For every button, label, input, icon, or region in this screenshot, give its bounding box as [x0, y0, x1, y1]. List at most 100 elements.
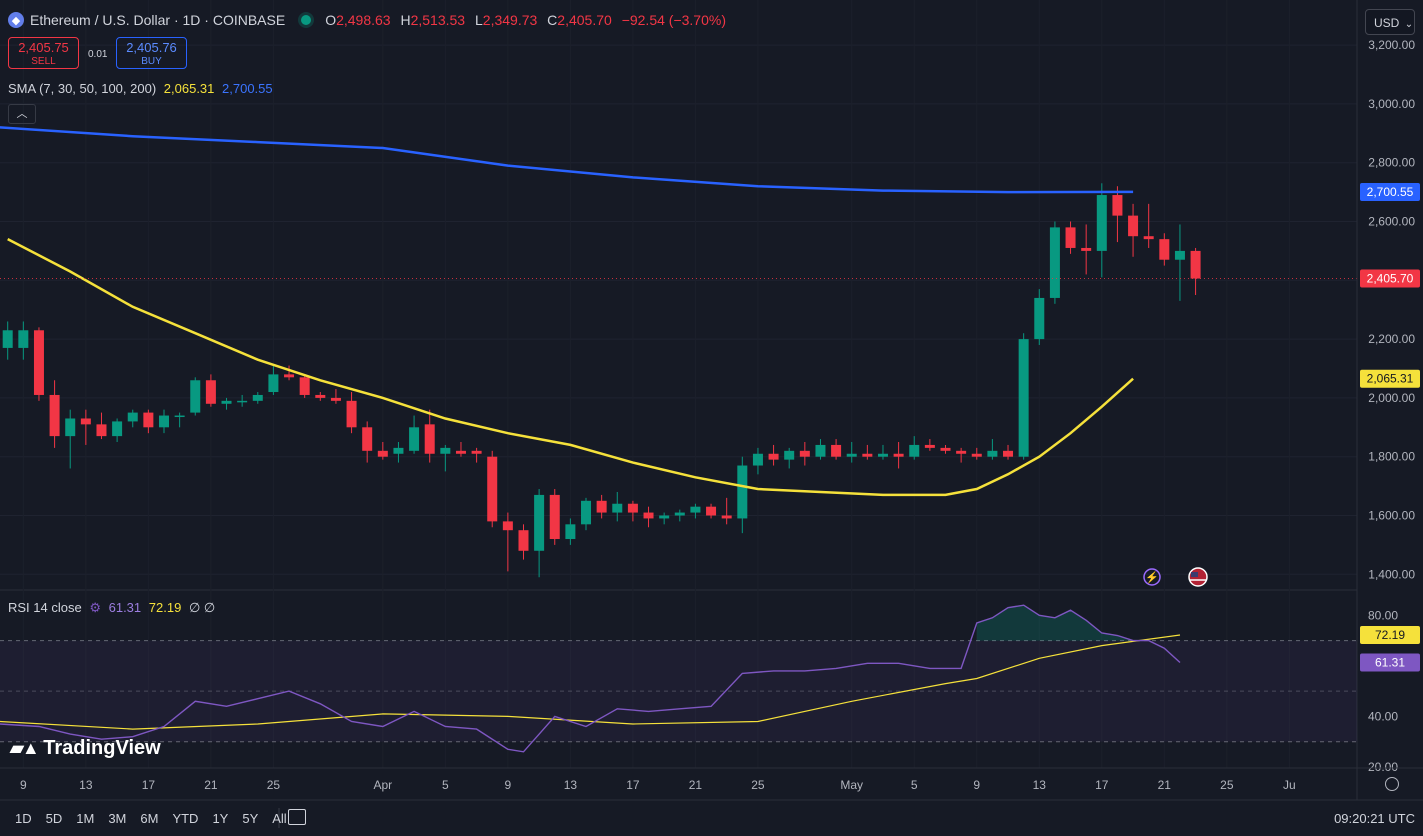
candle[interactable]: [1159, 233, 1170, 266]
rsi-legend[interactable]: RSI 14 close ⚙ 61.31 72.19 ∅ ∅: [8, 600, 215, 616]
candle[interactable]: [799, 442, 810, 466]
price-axis[interactable]: 1,400.00 1,600.00 1,800.00 2,000.00 2,200.00…: [1356, 0, 1423, 800]
candle[interactable]: [315, 392, 326, 401]
candle[interactable]: [1174, 224, 1185, 301]
candle[interactable]: [846, 442, 857, 463]
sma-fast-line[interactable]: [7, 237, 1134, 497]
market-status-icon[interactable]: [301, 15, 312, 25]
candle[interactable]: [174, 412, 185, 428]
candle[interactable]: [487, 450, 498, 528]
time-axis[interactable]: 9 13 17 21 25 Apr 5 9 13 17 21 25 May 5 9 13 17 21 25 Ju: [0, 767, 1423, 828]
timeframe-5y[interactable]: 5Y: [242, 811, 259, 826]
lightning-event-icon[interactable]: ⚡: [1143, 568, 1161, 586]
candle[interactable]: [643, 506, 654, 528]
candle[interactable]: [33, 327, 44, 401]
candle[interactable]: [252, 392, 263, 404]
candle[interactable]: [1049, 221, 1060, 304]
candle[interactable]: [284, 365, 295, 381]
candle[interactable]: [956, 447, 967, 463]
currency-select[interactable]: USD ⌄: [1365, 9, 1415, 35]
timeframe-all[interactable]: All: [272, 811, 287, 826]
candle[interactable]: [862, 444, 873, 460]
tradingview-logo[interactable]: ▰▲ TradingView: [10, 737, 161, 759]
candle[interactable]: [2, 321, 13, 360]
candle[interactable]: [65, 409, 76, 469]
candle[interactable]: [987, 439, 998, 460]
calendar-icon[interactable]: [288, 809, 306, 825]
candle[interactable]: [502, 512, 513, 572]
candle[interactable]: [940, 444, 951, 454]
candle[interactable]: [362, 421, 373, 463]
sma-slow-line[interactable]: [0, 126, 1134, 194]
collapse-legend-button[interactable]: ︿: [8, 104, 36, 124]
candle[interactable]: [815, 439, 826, 460]
candle[interactable]: [752, 447, 763, 475]
candle[interactable]: [1190, 247, 1201, 295]
candle[interactable]: [1128, 203, 1139, 257]
candle[interactable]: [49, 380, 60, 448]
candle[interactable]: [1081, 224, 1092, 275]
candle[interactable]: [581, 497, 592, 531]
candle[interactable]: [893, 442, 904, 469]
candle[interactable]: [190, 377, 201, 416]
candle[interactable]: [346, 392, 357, 434]
candle[interactable]: [1018, 333, 1029, 460]
candle[interactable]: [112, 418, 123, 442]
candle[interactable]: [534, 489, 545, 578]
candle[interactable]: [1143, 203, 1154, 248]
timeframe-5d[interactable]: 5D: [45, 811, 63, 826]
candle[interactable]: [377, 442, 388, 460]
candle[interactable]: [127, 409, 138, 428]
buy-button[interactable]: 2,405.76 BUY: [116, 37, 187, 69]
candle[interactable]: [1003, 444, 1014, 460]
candle[interactable]: [674, 509, 685, 522]
candle[interactable]: [330, 389, 341, 404]
candle[interactable]: [1112, 186, 1123, 243]
candle[interactable]: [721, 497, 732, 525]
candle[interactable]: [143, 409, 154, 434]
candle[interactable]: [659, 512, 670, 525]
us-flag-event-icon[interactable]: [1188, 567, 1208, 587]
rsi-line[interactable]: [0, 604, 1181, 753]
candle[interactable]: [971, 447, 982, 460]
candle[interactable]: [221, 397, 232, 410]
candle[interactable]: [690, 503, 701, 519]
candle[interactable]: [831, 439, 842, 460]
candle[interactable]: [706, 503, 717, 519]
candle[interactable]: [471, 447, 482, 463]
candle[interactable]: [1096, 183, 1107, 278]
candle[interactable]: [237, 394, 248, 407]
timeframe-ytd[interactable]: YTD: [172, 811, 199, 826]
candle[interactable]: [768, 444, 779, 466]
candle[interactable]: [549, 489, 560, 545]
timeframe-1d[interactable]: 1D: [15, 811, 32, 826]
candle[interactable]: [393, 442, 404, 463]
candle[interactable]: [299, 374, 310, 398]
rsi-ma-line[interactable]: [0, 634, 1181, 730]
candle[interactable]: [268, 365, 279, 395]
candle[interactable]: [1034, 289, 1045, 345]
candle[interactable]: [784, 447, 795, 469]
settings-icon[interactable]: ⚙: [89, 600, 101, 615]
candle[interactable]: [205, 374, 216, 407]
candle[interactable]: [909, 436, 920, 460]
candle[interactable]: [409, 415, 420, 454]
candle[interactable]: [18, 321, 29, 360]
timeframe-3m[interactable]: 3M: [108, 811, 127, 826]
candle[interactable]: [596, 494, 607, 519]
candle[interactable]: [737, 456, 748, 534]
candle[interactable]: [96, 412, 107, 440]
candle[interactable]: [440, 444, 451, 472]
candle[interactable]: [924, 439, 935, 451]
timeframe-1m[interactable]: 1M: [76, 811, 95, 826]
clock[interactable]: 09:20:21 UTC: [1334, 811, 1415, 826]
sell-button[interactable]: 2,405.75 SELL: [8, 37, 79, 69]
candle[interactable]: [518, 524, 529, 560]
candle[interactable]: [159, 409, 169, 434]
sma-legend[interactable]: SMA (7, 30, 50, 100, 200) 2,065.31 2,700…: [8, 81, 273, 96]
candle[interactable]: [627, 500, 638, 522]
timeframe-1y[interactable]: 1Y: [212, 811, 229, 826]
candle[interactable]: [877, 444, 888, 460]
candle[interactable]: [612, 491, 623, 522]
